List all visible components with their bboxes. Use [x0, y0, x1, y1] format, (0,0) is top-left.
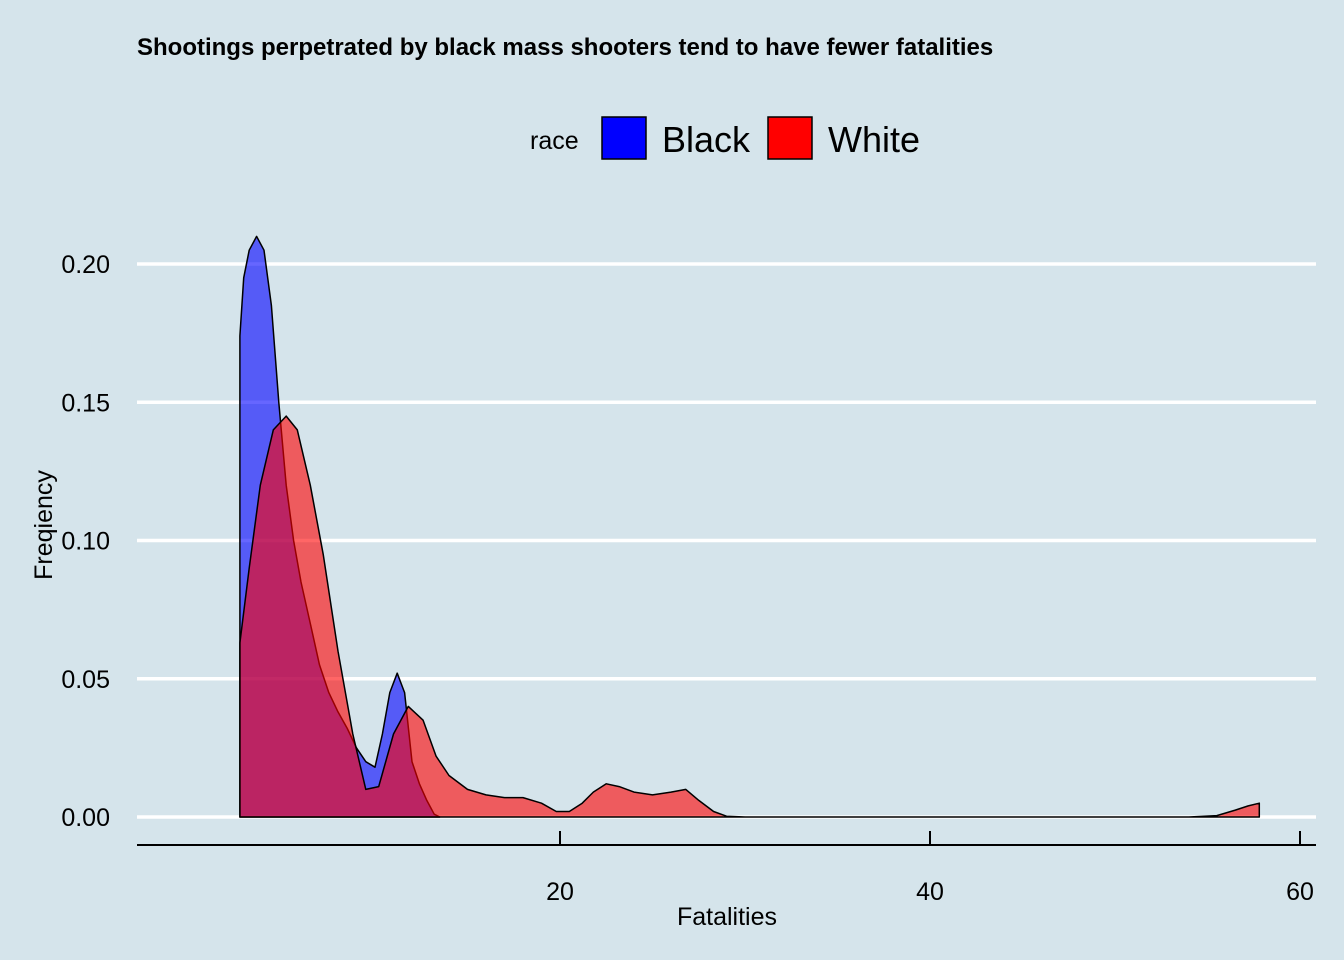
y-tick-labels: 0.00 0.05 0.10 0.15 0.20 — [61, 251, 110, 832]
y-tick-label: 0.20 — [61, 251, 110, 279]
x-tick-labels: 20 40 60 — [546, 831, 1314, 906]
y-axis-label: Freqiency — [30, 470, 58, 580]
series-layer — [239, 235, 1261, 818]
legend-label-black: Black — [662, 119, 751, 160]
legend: race Black White — [530, 116, 920, 160]
legend-swatch-white — [767, 116, 813, 160]
y-tick-label: 0.00 — [61, 804, 110, 832]
chart-title: Shootings perpetrated by black mass shoo… — [137, 34, 993, 61]
x-axis-label: Fatalities — [677, 903, 777, 931]
y-tick-label: 0.10 — [61, 528, 110, 556]
y-tick-label: 0.05 — [61, 666, 110, 694]
series-area-white — [239, 415, 1261, 818]
legend-swatch-black — [601, 116, 647, 160]
x-tick-label: 20 — [546, 878, 574, 906]
legend-title: race — [530, 127, 579, 155]
y-tick-label: 0.15 — [61, 389, 110, 417]
x-tick-label: 60 — [1286, 878, 1314, 906]
legend-label-white: White — [828, 119, 920, 160]
x-tick-label: 40 — [916, 878, 944, 906]
